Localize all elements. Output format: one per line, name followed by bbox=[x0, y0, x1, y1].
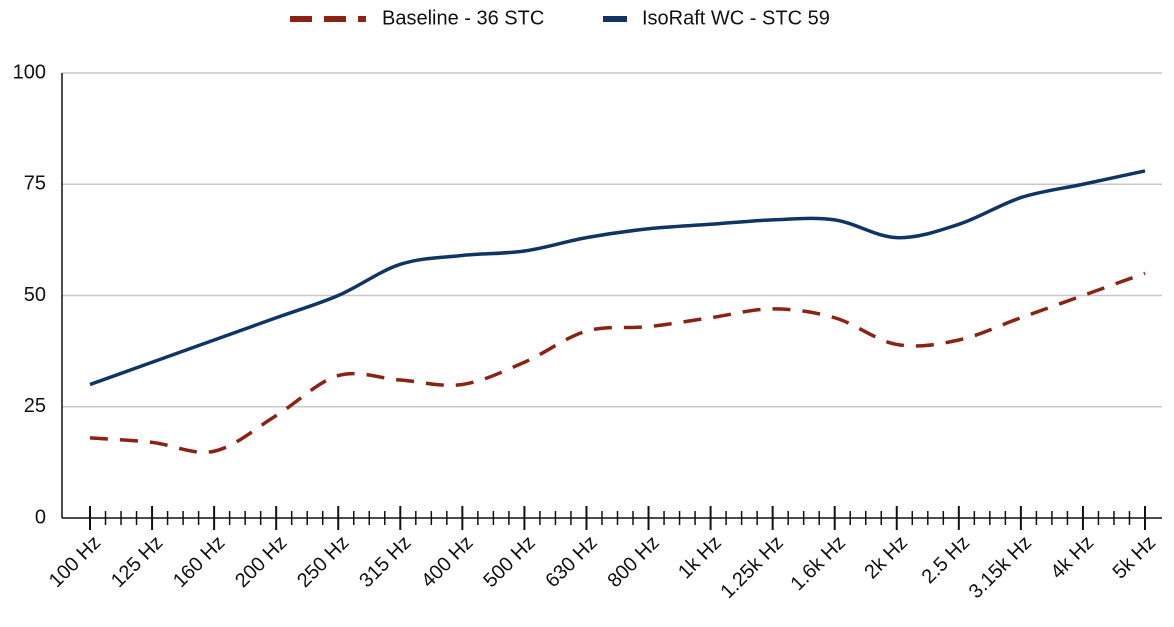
x-tick-label: 160 Hz bbox=[169, 532, 229, 592]
x-tick-label: 125 Hz bbox=[107, 532, 167, 592]
x-tick-label: 3.15k Hz bbox=[965, 532, 1036, 603]
x-tick-label: 250 Hz bbox=[293, 532, 353, 592]
series-line bbox=[89, 169, 1146, 387]
x-tick-label: 1.6k Hz bbox=[786, 532, 850, 596]
x-tick-label: 800 Hz bbox=[603, 532, 663, 592]
legend-label: Baseline - 36 STC bbox=[382, 7, 544, 29]
x-tick-label: 500 Hz bbox=[479, 532, 539, 592]
y-tick-label: 100 bbox=[13, 61, 46, 83]
x-tick-label: 100 Hz bbox=[45, 532, 105, 592]
x-tick-label: 200 Hz bbox=[231, 532, 291, 592]
x-tick-label: 4k Hz bbox=[1047, 532, 1099, 584]
y-tick-label: 50 bbox=[24, 284, 46, 306]
x-tick-label: 400 Hz bbox=[417, 532, 477, 592]
x-tick-label: 2k Hz bbox=[860, 532, 912, 584]
x-tick-label: 1.25k Hz bbox=[717, 532, 788, 603]
x-tick-label: 315 Hz bbox=[355, 532, 415, 592]
x-tick-label: 2.5 Hz bbox=[918, 532, 974, 588]
legend-label: IsoRaft WC - STC 59 bbox=[642, 7, 830, 29]
series-line bbox=[89, 271, 1146, 454]
x-tick-label: 5k Hz bbox=[1109, 532, 1161, 584]
x-tick-label: 1k Hz bbox=[674, 532, 726, 584]
y-tick-label: 0 bbox=[35, 506, 46, 528]
y-tick-label: 25 bbox=[24, 395, 46, 417]
y-tick-label: 75 bbox=[24, 173, 46, 195]
x-tick-label: 630 Hz bbox=[541, 532, 601, 592]
